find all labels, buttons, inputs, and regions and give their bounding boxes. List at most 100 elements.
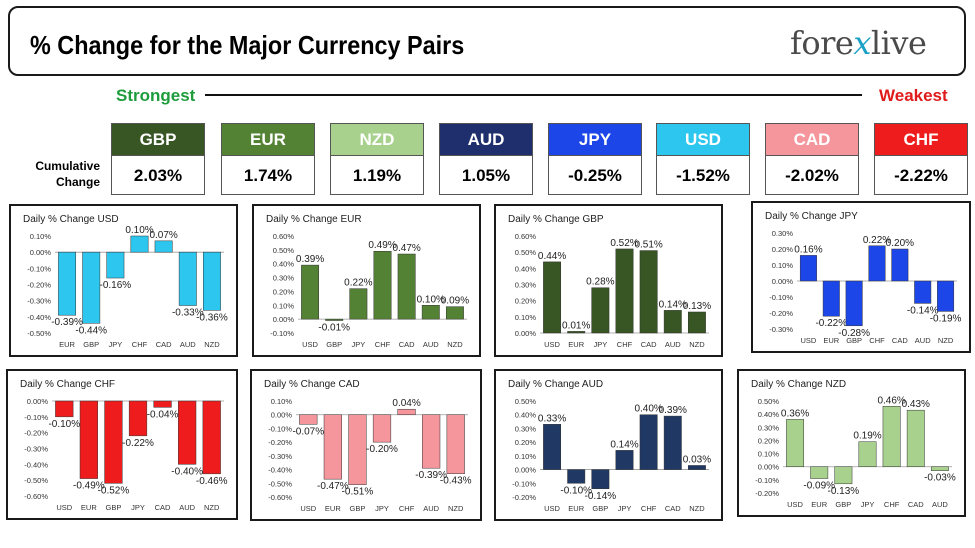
y-tick-label: 0.30% xyxy=(758,423,780,432)
data-label: -0.20% xyxy=(366,444,398,455)
tile-currency: CHF xyxy=(875,124,967,156)
x-category-label: NZD xyxy=(448,504,464,513)
y-tick-label: 0.00% xyxy=(273,315,295,324)
bar-gbp xyxy=(82,251,101,324)
x-category-label: CHF xyxy=(869,336,885,345)
chart-jpy: Daily % Change JPY 0.30% 0.20% 0.10% 0.00% -0… xyxy=(751,201,971,353)
bar-cad xyxy=(397,253,416,320)
y-tick-label: -0.20% xyxy=(512,493,536,502)
x-category-label: USD xyxy=(787,500,803,509)
data-label: 0.20% xyxy=(886,238,914,249)
data-label: -0.04% xyxy=(147,409,179,420)
tile-value: -0.25% xyxy=(568,166,622,185)
x-category-label: CHF xyxy=(641,504,657,513)
data-label: 0.51% xyxy=(634,240,662,251)
y-tick-label: 0.10% xyxy=(515,452,537,461)
tile-eur: EUR 1.74% xyxy=(221,123,315,195)
y-tick-label: -0.20% xyxy=(27,281,51,290)
x-category-label: NZD xyxy=(689,504,705,513)
y-tick-label: -0.50% xyxy=(24,476,48,485)
tile-currency: JPY xyxy=(549,124,641,156)
x-category-label: AUD xyxy=(932,500,948,509)
y-tick-label: 0.10% xyxy=(772,261,794,270)
y-tick-label: 0.30% xyxy=(273,274,295,283)
data-label: -0.10% xyxy=(560,485,592,496)
y-tick-label: -0.60% xyxy=(24,492,48,501)
y-tick-label: 0.20% xyxy=(515,438,537,447)
tile-chf: CHF -2.22% xyxy=(874,123,968,195)
y-tick-label: -0.10% xyxy=(755,476,779,485)
x-category-label: CAD xyxy=(155,503,171,512)
bar-eur xyxy=(822,280,840,317)
bar-gbp xyxy=(591,469,610,490)
data-label: 0.46% xyxy=(877,395,905,406)
tile-value: 1.74% xyxy=(243,166,293,185)
x-category-label: AUD xyxy=(179,503,195,512)
x-category-label: CHF xyxy=(617,340,633,349)
tile-nzd: NZD 1.19% xyxy=(330,123,424,195)
x-category-label: CHF xyxy=(399,504,415,513)
data-label: 0.52% xyxy=(610,238,638,249)
data-label: -0.40% xyxy=(171,466,203,477)
chart-usd: Daily % Change USD 0.10% 0.00% -0.10% -0.20%… xyxy=(9,204,238,357)
x-category-label: USD xyxy=(544,340,560,349)
chart-svg-aud: Daily % Change AUD 0.50% 0.40% 0.30% 0.20% 0.… xyxy=(508,379,711,513)
y-tick-label: 0.10% xyxy=(271,397,293,406)
tile-value: 1.19% xyxy=(352,166,402,185)
data-label: -0.43% xyxy=(440,476,472,487)
data-label: -0.07% xyxy=(292,426,324,437)
y-tick-label: 0.40% xyxy=(758,410,780,419)
bar-jpy xyxy=(615,450,634,470)
bar-eur xyxy=(79,400,98,479)
data-label: -0.39% xyxy=(415,470,447,481)
y-tick-label: -0.30% xyxy=(24,445,48,454)
data-label: 0.40% xyxy=(634,404,662,415)
y-tick-label: 0.00% xyxy=(515,466,537,475)
data-label: -0.22% xyxy=(815,318,847,329)
tile-value: -1.52% xyxy=(676,166,730,185)
data-label: -0.52% xyxy=(98,485,130,496)
x-category-label: EUR xyxy=(325,504,341,513)
chart-svg-gbp: Daily % Change GBP 0.60% 0.50% 0.40% 0.30% 0.… xyxy=(508,214,711,349)
data-label: 0.33% xyxy=(538,413,566,424)
page-title: % Change for the Major Currency Pairs xyxy=(30,30,465,60)
bar-eur xyxy=(810,466,829,479)
x-category-label: CAD xyxy=(908,500,924,509)
y-tick-label: 0.00% xyxy=(758,463,780,472)
y-tick-label: 0.30% xyxy=(515,424,537,433)
data-label: 0.01% xyxy=(562,320,590,331)
y-tick-label: -0.60% xyxy=(268,493,292,502)
bar-chf xyxy=(130,235,149,253)
data-label: -0.22% xyxy=(122,438,154,449)
data-label: -0.49% xyxy=(73,481,105,492)
y-tick-label: -0.20% xyxy=(24,429,48,438)
y-tick-label: 0.00% xyxy=(27,397,49,406)
data-label: 0.07% xyxy=(149,230,177,241)
y-tick-label: -0.30% xyxy=(27,297,51,306)
bar-aud xyxy=(178,400,197,465)
tile-currency: EUR xyxy=(222,124,314,156)
logo-suffix: live xyxy=(870,24,927,62)
data-label: -0.33% xyxy=(172,308,204,319)
bar-eur xyxy=(323,414,342,480)
tile-currency: AUD xyxy=(440,124,532,156)
bar-cad xyxy=(153,400,172,408)
data-label: 0.22% xyxy=(344,278,372,289)
bar-aud xyxy=(422,414,441,469)
bar-cad xyxy=(154,240,173,253)
chart-aud: Daily % Change AUD 0.50% 0.40% 0.30% 0.20% 0.… xyxy=(494,369,723,521)
chart-svg-chf: Daily % Change CHF0.00%-0.10%-0.20%-0.30… xyxy=(20,379,228,512)
tile-currency: CAD xyxy=(766,124,858,156)
x-category-label: NZD xyxy=(689,340,705,349)
tile-cad: CAD -2.02% xyxy=(765,123,859,195)
x-category-label: GBP xyxy=(326,340,342,349)
bar-nzd xyxy=(202,251,221,311)
x-category-label: JPY xyxy=(351,340,365,349)
bar-cad xyxy=(906,409,925,467)
bar-usd xyxy=(543,424,562,470)
chart-svg-nzd: Daily % Change NZD 0.50% 0.40% 0.30% 0.20% 0.… xyxy=(751,379,956,509)
bar-chf xyxy=(868,245,886,282)
data-label: -0.16% xyxy=(100,280,132,291)
y-tick-label: -0.10% xyxy=(24,413,48,422)
x-category-label: EUR xyxy=(81,503,97,512)
